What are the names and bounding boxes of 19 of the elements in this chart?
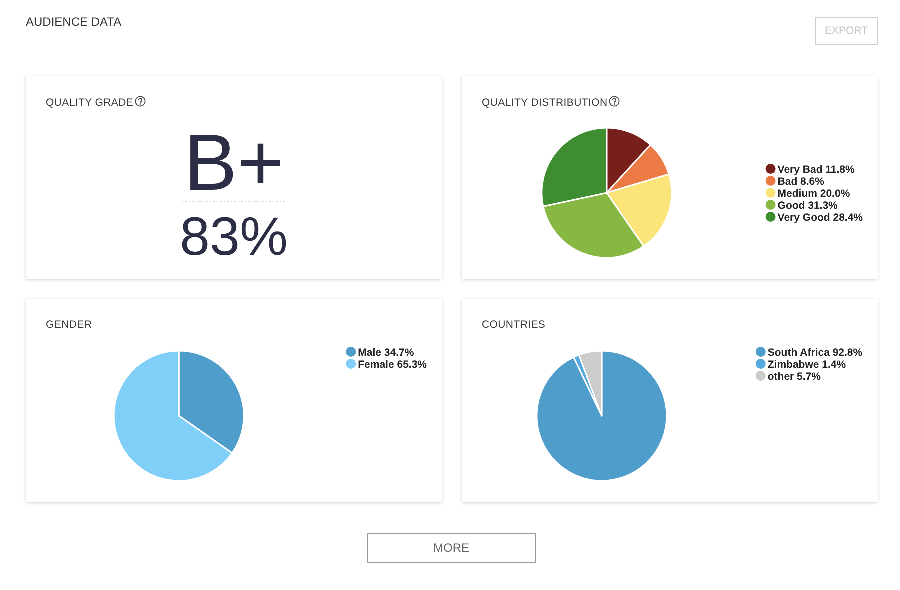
chart-title: QUALITY DISTRIBUTION <box>482 97 608 109</box>
text: B+ <box>184 118 284 207</box>
legend-label: Good 31.3% <box>778 200 839 212</box>
legend-label: Female 65.3% <box>358 358 428 371</box>
legend-label: Medium 20.0% <box>778 188 851 200</box>
text: AUDIENCE DATA <box>26 15 122 29</box>
legend-label: South Africa 92.8% <box>768 346 864 359</box>
legend-label: Very Bad 11.8% <box>778 164 856 176</box>
more-button[interactable]: MORE <box>367 533 536 563</box>
legend-label: Very Good 28.4% <box>778 212 864 224</box>
legend-label: Bad 8.6% <box>778 176 826 188</box>
pie-slice <box>536 350 668 482</box>
legend-label: other 5.7% <box>768 370 822 383</box>
chart-title: COUNTRIES <box>482 319 546 331</box>
text: QUALITY GRADE <box>46 97 134 109</box>
legend-label: Zimbabwe 1.4% <box>768 358 847 371</box>
text: 83% <box>180 207 288 267</box>
legend-label: Male 34.7% <box>358 346 415 359</box>
chart-title: GENDER <box>46 319 92 331</box>
